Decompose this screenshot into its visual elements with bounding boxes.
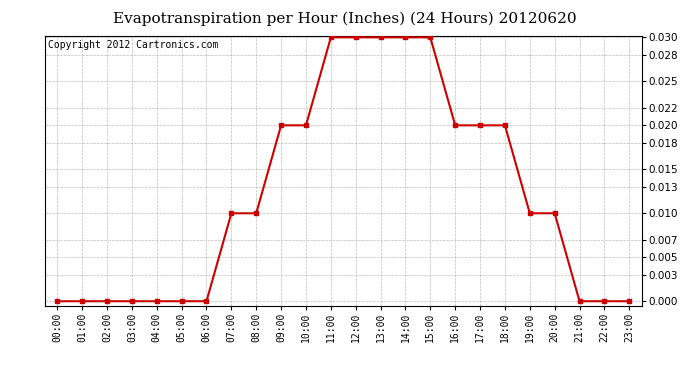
Text: Copyright 2012 Cartronics.com: Copyright 2012 Cartronics.com <box>48 40 218 50</box>
Text: Evapotranspiration per Hour (Inches) (24 Hours) 20120620: Evapotranspiration per Hour (Inches) (24… <box>113 11 577 26</box>
